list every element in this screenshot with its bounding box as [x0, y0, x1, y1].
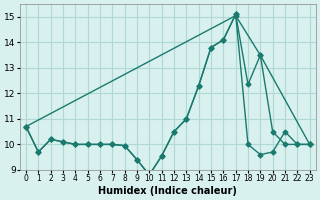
X-axis label: Humidex (Indice chaleur): Humidex (Indice chaleur)	[98, 186, 237, 196]
